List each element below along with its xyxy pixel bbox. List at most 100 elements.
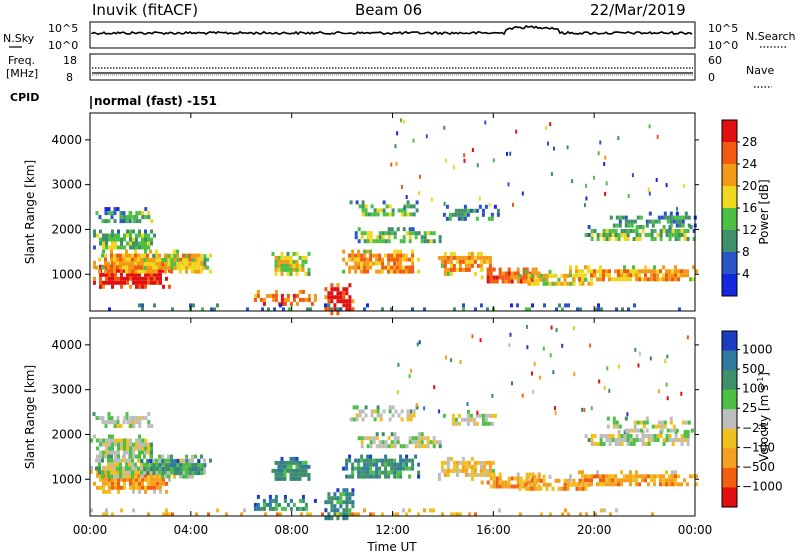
power-cell	[104, 219, 108, 224]
power-cell	[369, 261, 373, 266]
velocity-cell	[197, 459, 201, 464]
power-cell	[405, 269, 409, 274]
velocity-cell	[369, 466, 373, 471]
power-cell	[330, 311, 334, 316]
power-cell	[354, 253, 358, 258]
velocity-cell	[690, 428, 694, 433]
power-cell	[135, 211, 139, 216]
power-cell	[126, 272, 129, 277]
power-cell	[373, 208, 377, 213]
date-title: 22/Mar/2019	[590, 1, 686, 19]
power-cell	[126, 241, 129, 246]
power-cell	[158, 262, 162, 267]
power-cell	[632, 269, 635, 274]
power-cell	[280, 297, 284, 302]
velocity-cell	[171, 512, 174, 517]
power-cell	[650, 269, 653, 274]
power-cell	[339, 307, 342, 312]
velocity-cell	[363, 470, 367, 475]
power-cell	[375, 235, 379, 240]
velocity-cell	[600, 508, 603, 513]
velocity-cell	[107, 470, 110, 475]
velocity-cell	[417, 444, 421, 449]
power-cell	[446, 271, 450, 276]
velocity-cell	[680, 434, 684, 438]
velocity-cell	[351, 474, 355, 479]
power-cell	[678, 307, 681, 312]
power-cell	[647, 277, 650, 282]
power-cell	[599, 265, 602, 270]
velocity-cell	[668, 438, 672, 442]
power-cell	[286, 263, 290, 268]
nave-label: Nave	[746, 64, 774, 77]
velocity-cell	[453, 512, 456, 517]
power-cell	[348, 257, 352, 262]
velocity-cell	[271, 506, 275, 511]
power-cell	[467, 251, 471, 256]
velocity-cell	[158, 458, 161, 463]
velocity-cell	[170, 463, 174, 468]
power-cell	[146, 257, 149, 262]
power-cell	[105, 280, 108, 285]
velocity-cell	[524, 486, 528, 491]
velocity-cell	[107, 416, 111, 421]
power-cell	[135, 237, 138, 242]
power-cell	[605, 237, 609, 241]
power-cell	[639, 215, 643, 220]
power-cell	[99, 241, 102, 246]
power-cell	[173, 254, 177, 259]
power-cell	[390, 231, 394, 236]
velocity-cell	[117, 454, 120, 459]
power-cell	[197, 265, 200, 270]
velocity-cell	[129, 438, 132, 443]
power-cell	[390, 253, 394, 258]
velocity-cell	[95, 466, 98, 471]
xaxis-label: Time UT	[366, 540, 417, 554]
velocity-cell	[479, 460, 483, 465]
power-cell	[393, 257, 397, 262]
velocity-cell	[602, 474, 605, 479]
power-cell	[578, 277, 581, 282]
power-cell	[110, 257, 113, 262]
power-cell	[378, 253, 382, 258]
velocity-cell	[669, 420, 673, 425]
velocity-cell	[114, 438, 117, 443]
velocity-cell	[150, 442, 153, 447]
power-cell	[482, 255, 486, 260]
velocity-cell	[632, 442, 636, 446]
velocity-cell	[200, 467, 204, 472]
power-cell	[635, 269, 638, 274]
power-cell	[406, 200, 410, 205]
velocity-cell	[677, 438, 681, 442]
velocity-cell	[354, 458, 358, 463]
power-cell	[618, 219, 622, 224]
power-cell	[677, 277, 680, 282]
velocity-cell	[521, 393, 524, 398]
power-cell	[452, 255, 456, 260]
velocity-cell	[119, 424, 123, 429]
velocity-cell	[526, 345, 529, 350]
power-cell	[280, 255, 284, 260]
velocity-cell	[114, 450, 117, 455]
velocity-cell	[122, 420, 126, 425]
power-cell	[655, 177, 658, 182]
power-cell	[488, 255, 492, 260]
power-cell	[668, 277, 671, 282]
power-cell	[382, 200, 386, 205]
power-cell	[140, 261, 143, 266]
velocity-cell	[126, 446, 129, 451]
power-cell	[111, 268, 114, 273]
velocity-cell	[393, 440, 397, 445]
power-cell	[504, 279, 508, 284]
velocity-cell	[277, 460, 281, 465]
power-cell	[554, 281, 558, 286]
velocity-cell	[516, 472, 520, 477]
velocity-cell	[484, 413, 488, 418]
power-cell	[366, 303, 369, 308]
power-cell	[119, 265, 122, 270]
velocity-cell	[117, 438, 120, 443]
power-cell	[475, 216, 479, 221]
velocity-cell	[194, 454, 197, 459]
velocity-cell	[271, 468, 275, 473]
